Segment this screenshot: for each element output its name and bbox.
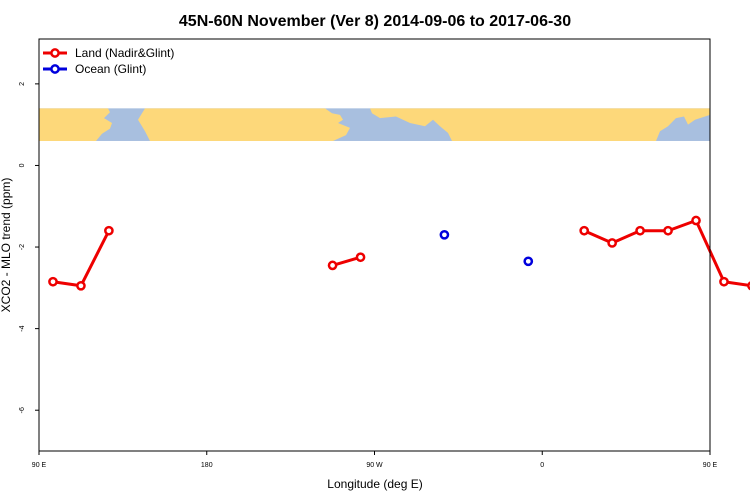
legend: Land (Nadir&Glint) Ocean (Glint) <box>43 46 174 76</box>
legend-label: Ocean (Glint) <box>75 62 146 76</box>
series-1-point <box>104 225 114 236</box>
series-1-point <box>355 252 366 263</box>
series-1-point <box>48 276 58 287</box>
chart-title: 45N-60N November (Ver 8) 2014-09-06 to 2… <box>179 13 571 30</box>
x-tick-label: 90 W <box>366 462 383 469</box>
series-1-point <box>691 215 701 226</box>
series-1-point <box>579 225 590 236</box>
x-axis-label: Longitude (deg E) <box>327 477 422 491</box>
series-1-point <box>663 225 673 236</box>
series-1-point <box>76 280 86 291</box>
series-2-point <box>439 229 450 240</box>
legend-label: Land (Nadir&Glint) <box>75 46 174 60</box>
x-tick-label: 0 <box>540 462 544 469</box>
y-axis: 2 0 -2 -4 -6 <box>19 82 39 413</box>
y-axis-label: XCO2 - MLO trend (ppm) <box>0 178 13 313</box>
y-tick-label: -4 <box>19 325 26 331</box>
y-tick-label: 2 <box>19 82 26 86</box>
series-1-line-2 <box>332 255 361 267</box>
x-tick-label: 90 E <box>703 462 718 469</box>
legend-swatch-point <box>50 48 60 58</box>
x-axis: 90 E 180 90 W 0 90 E <box>32 451 718 469</box>
map-land-2 <box>138 108 350 141</box>
y-tick-label: -2 <box>19 244 26 250</box>
series-layer <box>48 215 750 291</box>
series-1-point <box>635 225 645 236</box>
map-land-3 <box>300 108 322 116</box>
series-1-point <box>607 238 617 248</box>
series-1-point <box>327 260 338 271</box>
x-tick-label: 180 <box>201 462 213 469</box>
map-land-1 <box>39 108 112 141</box>
y-tick-label: 0 <box>19 163 26 167</box>
x-tick-label: 90 E <box>32 462 47 469</box>
legend-item: Land (Nadir&Glint) <box>43 46 174 60</box>
legend-swatch-point <box>50 64 60 74</box>
series-1-line-1 <box>52 230 111 288</box>
world-map-strip <box>39 108 710 141</box>
legend-item: Ocean (Glint) <box>43 62 146 76</box>
map-land-4 <box>370 108 710 141</box>
series-1-point <box>719 276 729 287</box>
y-tick-label: -6 <box>19 407 26 413</box>
series-2-point <box>523 256 534 267</box>
